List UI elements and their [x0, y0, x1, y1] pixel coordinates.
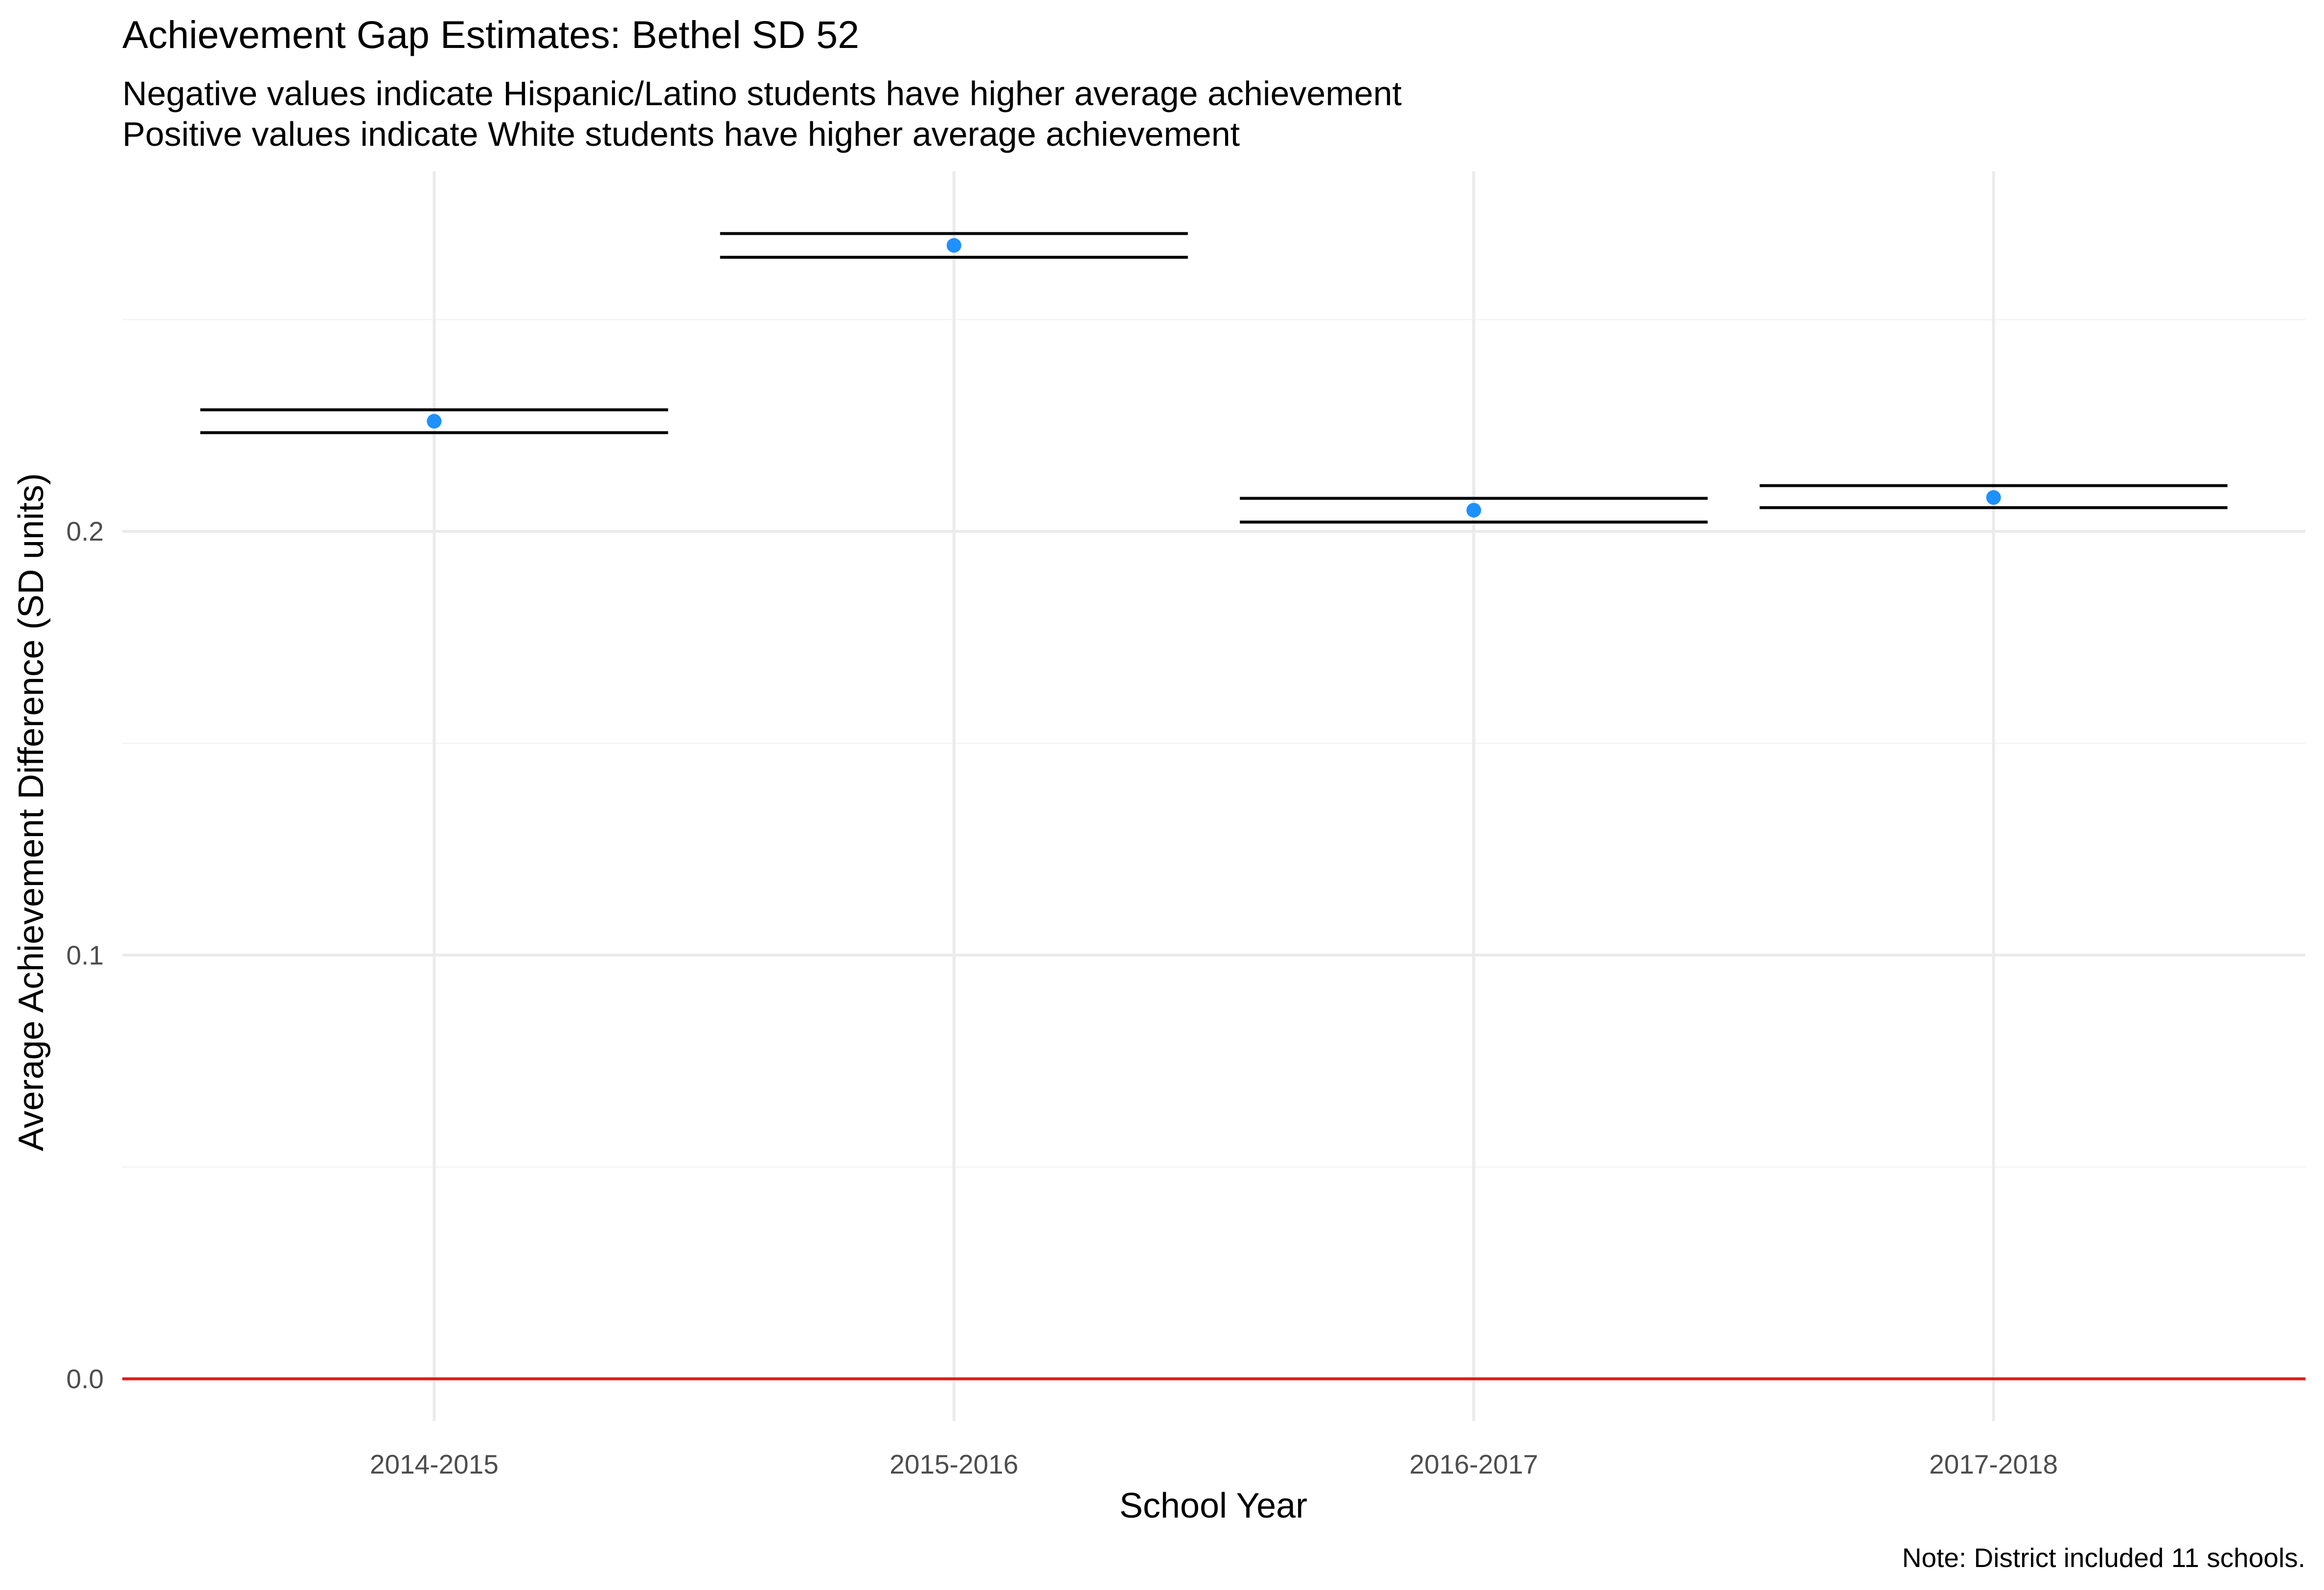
point-2017-2018 [1986, 490, 2001, 505]
y-axis-title: Average Achievement Difference (SD units… [12, 473, 51, 1151]
y-tick-label-0-0: 0.0 [67, 1363, 104, 1394]
x-axis-title: School Year [1119, 1486, 1307, 1525]
x-tick-label-2016-2017: 2016-2017 [1410, 1449, 1538, 1479]
chart-subtitle-line-1: Negative values indicate Hispanic/Latino… [122, 74, 1402, 113]
chart-title: Achievement Gap Estimates: Bethel SD 52 [122, 13, 859, 56]
point-2014-2015 [427, 414, 442, 429]
x-tick-label-2015-2016: 2015-2016 [889, 1449, 1018, 1479]
chart-caption: Note: District included 11 schools. [1902, 1543, 2305, 1573]
chart-subtitle-line-2: Positive values indicate White students … [122, 115, 1240, 153]
point-2015-2016 [946, 238, 961, 253]
data-marks [200, 232, 2228, 524]
x-tick-label-2014-2015: 2014-2015 [370, 1449, 499, 1479]
point-2016-2017 [1466, 502, 1481, 518]
x-tick-label-2017-2018: 2017-2018 [1929, 1449, 2058, 1479]
grid [122, 171, 2305, 1421]
y-tick-label-0-1: 0.1 [67, 940, 104, 970]
y-tick-label-0-2: 0.2 [67, 516, 104, 546]
y-axis-ticks: 0.0 0.1 0.2 [67, 516, 104, 1394]
x-axis-ticks: 2014-2015 2015-2016 2016-2017 2017-2018 [370, 1449, 2058, 1479]
